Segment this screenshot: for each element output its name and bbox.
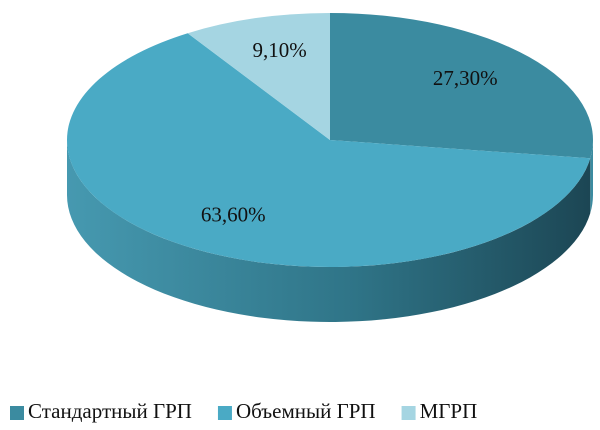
slice (187, 13, 330, 140)
value-label: 63,60% (201, 203, 266, 227)
slice-side (67, 140, 591, 322)
legend-label: Стандартный ГРП (28, 399, 192, 423)
slice-side (590, 140, 593, 214)
legend-label: Объемный ГРП (236, 399, 376, 423)
value-label: 9,10% (252, 38, 306, 62)
value-label: 27,30% (433, 66, 498, 90)
legend-swatch (10, 406, 24, 420)
legend-swatch (401, 406, 416, 420)
slice (330, 13, 593, 159)
slice (66, 33, 591, 267)
legend-label: МГРП (420, 399, 478, 423)
legend-swatch (217, 406, 232, 420)
